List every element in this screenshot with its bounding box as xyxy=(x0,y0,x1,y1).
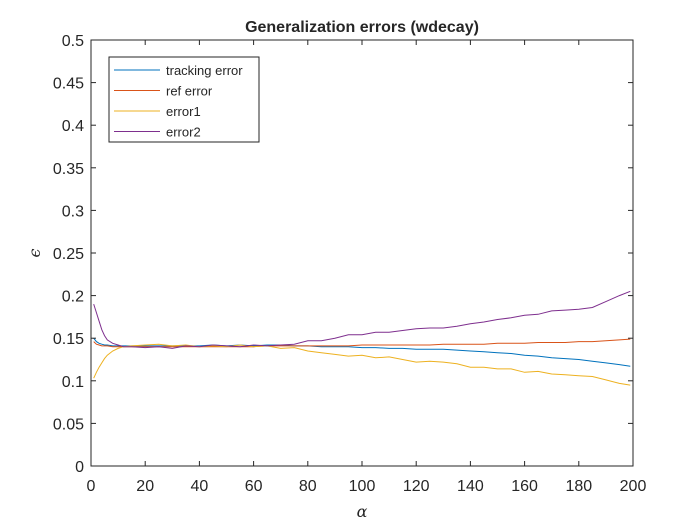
y-tick-label: 0.5 xyxy=(62,33,84,50)
y-tick-label: 0.35 xyxy=(53,161,84,178)
y-tick-label: 0.3 xyxy=(62,203,84,220)
y-tick-label: 0.05 xyxy=(53,416,84,433)
y-tick-label: 0.1 xyxy=(62,374,84,391)
y-tick-label: 0.45 xyxy=(53,76,84,93)
x-tick-label: 120 xyxy=(403,478,430,495)
legend-label: error2 xyxy=(166,125,201,140)
y-tick-label: 0.15 xyxy=(53,331,84,348)
x-tick-label: 40 xyxy=(191,478,209,495)
x-tick-label: 0 xyxy=(87,478,96,495)
y-tick-label: 0.2 xyxy=(62,289,84,306)
x-tick-label: 160 xyxy=(511,478,538,495)
legend-label: tracking error xyxy=(166,63,243,78)
chart-title: Generalization errors (wdecay) xyxy=(245,19,479,36)
series-line-error1 xyxy=(93,343,631,386)
plot-lines xyxy=(93,290,631,386)
legend: tracking error ref error error1 error2 xyxy=(108,56,260,143)
x-axis-label: α xyxy=(357,502,368,521)
y-axis-label: ϵ xyxy=(25,248,44,257)
legend-label: ref error xyxy=(166,84,213,99)
legend-label: error1 xyxy=(166,104,201,119)
series-line-ref-error xyxy=(93,338,631,348)
y-tick-label: 0.4 xyxy=(62,118,84,135)
x-tick-label: 80 xyxy=(299,478,317,495)
x-tick-label: 180 xyxy=(565,478,592,495)
axes: 0 20 40 60 80 100 120 140 160 180 200 0 0.05 0.1 0.15 0… xyxy=(53,33,647,495)
series-line-error2 xyxy=(93,290,631,349)
x-tick-label: 60 xyxy=(245,478,263,495)
x-tick-label: 20 xyxy=(136,478,154,495)
x-tick-label: 200 xyxy=(620,478,647,495)
legend-box xyxy=(108,56,260,143)
y-tick-label: 0 xyxy=(75,459,84,476)
y-tick-label: 0.25 xyxy=(53,246,84,263)
x-tick-label: 140 xyxy=(457,478,484,495)
x-tick-label: 100 xyxy=(349,478,376,495)
